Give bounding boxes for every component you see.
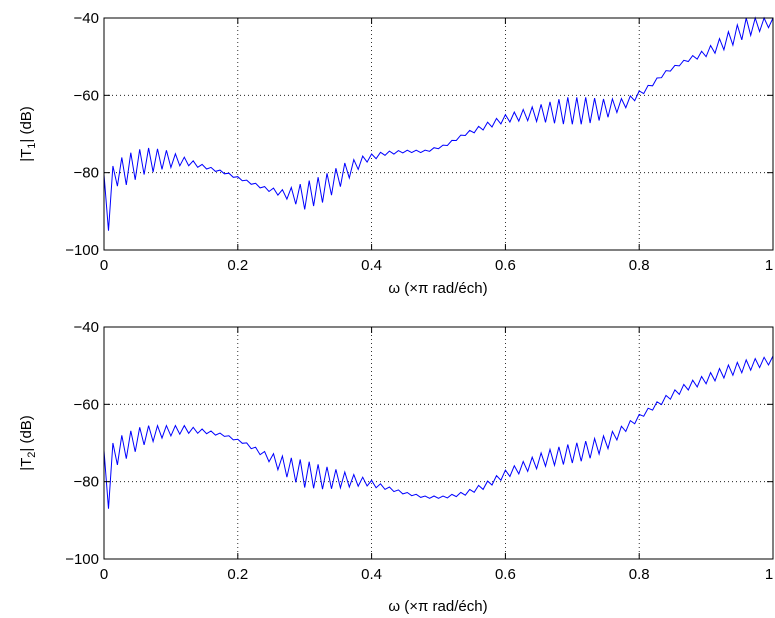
x-tick-label-top-5: 1: [765, 257, 773, 274]
y-axis-label-top-a: |T: [18, 149, 35, 162]
grid-top: [104, 18, 773, 250]
y-axis-label-bottom-sub: 2: [26, 452, 38, 458]
y-tick-label-bottom-3: −40: [74, 319, 99, 336]
axes-frame-bottom: [103, 326, 774, 560]
x-tick-label-bottom-4: 0.8: [629, 566, 650, 583]
x-tick-label-bottom-2: 0.4: [361, 566, 382, 583]
chart-bottom: 0 0.2 0.4 0.6 0.8 1 −100 −80 −60 −40 ω (×π rad/éc…: [18, 319, 774, 615]
plot-area-bottom: [104, 327, 773, 559]
ticks-top: 0 0.2 0.4 0.6 0.8 1 −100 −80 −60 −40: [65, 10, 774, 274]
y-axis-label-top-sub: 1: [26, 143, 38, 149]
x-tick-label-bottom-5: 1: [765, 566, 773, 583]
y-tick-label-top-0: −100: [65, 242, 99, 259]
x-tick-label-top-1: 0.2: [227, 257, 248, 274]
y-axis-label-top-b: | (dB): [18, 106, 35, 142]
ticks-bottom: 0 0.2 0.4 0.6 0.8 1 −100 −80 −60 −40: [65, 319, 774, 583]
y-axis-label-top: |T1| (dB): [18, 106, 38, 162]
series-line-bottom: [103, 355, 774, 509]
y-tick-label-bottom-1: −80: [74, 474, 99, 491]
x-tick-label-top-0: 0: [100, 257, 108, 274]
y-tick-label-top-3: −40: [74, 10, 99, 27]
x-axis-label-top: ω (×π rad/éch): [388, 280, 487, 297]
x-axis-label-bottom: ω (×π rad/éch): [388, 598, 487, 615]
y-axis-label-bottom: |T2| (dB): [18, 415, 38, 471]
x-tick-label-top-2: 0.4: [361, 257, 382, 274]
x-tick-label-top-4: 0.8: [629, 257, 650, 274]
y-axis-label-bottom-a: |T: [18, 458, 35, 471]
y-tick-label-bottom-2: −60: [74, 396, 99, 413]
x-tick-label-bottom-3: 0.6: [495, 566, 516, 583]
y-tick-label-top-1: −80: [74, 165, 99, 182]
plot-area-top: [104, 18, 773, 250]
y-axis-label-bottom-b: | (dB): [18, 415, 35, 451]
x-tick-label-bottom-0: 0: [100, 566, 108, 583]
x-tick-label-top-3: 0.6: [495, 257, 516, 274]
chart-top: 0 0.2 0.4 0.6 0.8 1 −100 −80 −60 −40 ω (×π rad/éc…: [18, 10, 774, 297]
grid-bottom: [104, 327, 773, 559]
x-tick-label-bottom-1: 0.2: [227, 566, 248, 583]
axes-frame-top: [103, 17, 774, 251]
series-line-top: [103, 16, 774, 231]
y-tick-label-bottom-0: −100: [65, 551, 99, 568]
y-tick-label-top-2: −60: [74, 87, 99, 104]
